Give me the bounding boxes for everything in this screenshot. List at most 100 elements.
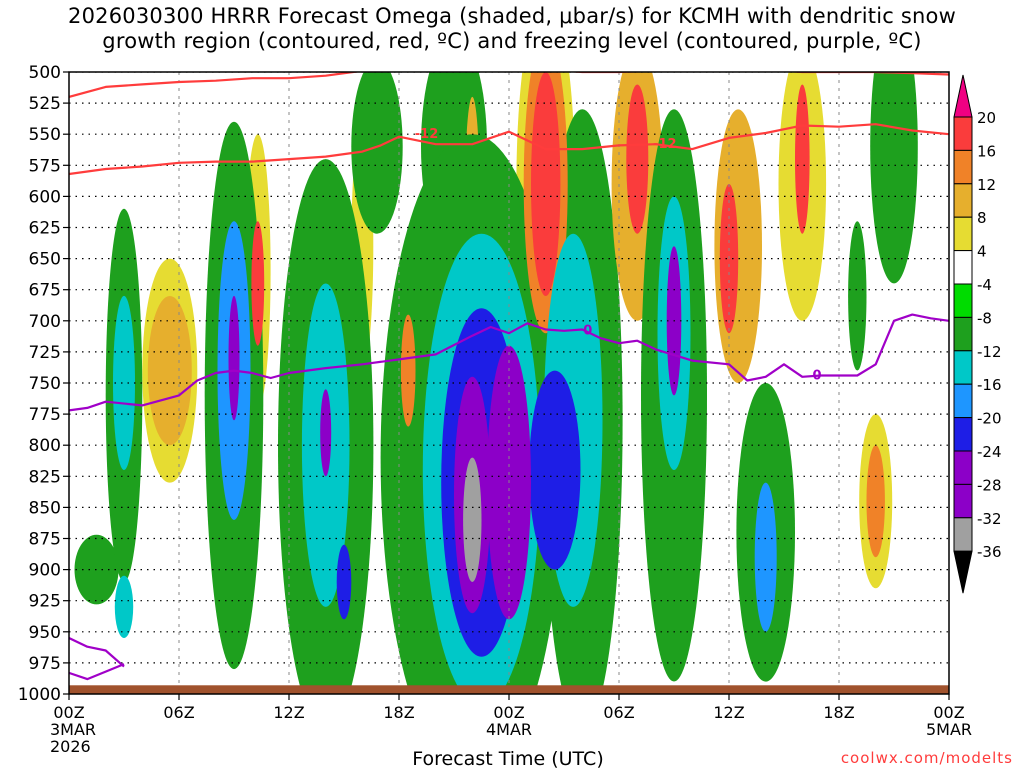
colorbar-segment <box>953 183 973 218</box>
omega-cell <box>113 295 135 471</box>
omega-cell <box>866 445 885 558</box>
omega-cell <box>848 221 867 371</box>
x-tick-label: 18Z <box>383 703 414 722</box>
omega-cell <box>251 221 265 346</box>
colorbar-label: -8 <box>977 309 992 327</box>
omega-cell <box>336 544 352 620</box>
x-tick-label: 12Z <box>273 703 304 722</box>
colorbar-segment <box>953 450 973 485</box>
omega-cell <box>626 84 649 234</box>
colorbar-label: 8 <box>977 209 987 227</box>
omega-shading <box>74 72 918 694</box>
credit-link[interactable]: coolwx.com/modelts <box>841 749 1013 767</box>
title-line-1: 2026030300 HRRR Forecast Omega (shaded, … <box>68 4 956 28</box>
contour-lines: -12 -12 0 0 <box>69 72 949 681</box>
y-tick-label: 525 <box>29 94 61 114</box>
ground-fill <box>69 685 949 694</box>
x-tick-label: 00Z <box>933 703 964 722</box>
y-tick-label: 750 <box>29 374 61 394</box>
colorbar-segment <box>953 483 973 519</box>
colorbar-label: -16 <box>977 376 1002 394</box>
x-tick-label: 12Z <box>713 703 744 722</box>
dendritic-contour-line <box>69 123 949 176</box>
colorbar-label: -4 <box>977 276 992 294</box>
omega-cell <box>400 314 416 427</box>
colorbar-label: -32 <box>977 510 1002 528</box>
omega-cell <box>754 482 777 632</box>
y-tick-label: 550 <box>29 125 61 145</box>
colorbar-segment <box>953 417 973 452</box>
chart-title: 2026030300 HRRR Forecast Omega (shaded, … <box>0 4 1024 54</box>
freezing-level-label: 0 <box>812 368 821 383</box>
x-tick-label: 18Z <box>823 703 854 722</box>
colorbar-segment <box>953 383 973 419</box>
x-tick-label: 5MAR <box>926 720 972 739</box>
x-tick-label: 00Z <box>53 703 84 722</box>
y-tick-label: 975 <box>29 654 61 674</box>
y-tick-label: 500 <box>29 63 61 83</box>
colorbar-label: 20 <box>977 109 996 127</box>
y-tick-label: 950 <box>29 623 61 643</box>
omega-cell <box>463 457 482 582</box>
omega-cell <box>795 84 810 234</box>
x-tick-label: 06Z <box>163 703 194 722</box>
y-tick-label: 675 <box>29 281 61 301</box>
omega-cell <box>320 389 332 477</box>
colorbar-label: 16 <box>977 142 996 160</box>
colorbar-segment <box>953 216 973 252</box>
y-tick-label: 575 <box>29 156 61 176</box>
colorbar-segment <box>953 517 973 552</box>
colorbar-segment <box>953 250 973 285</box>
freezing-level-line <box>69 313 949 412</box>
dendritic-contour-line <box>69 72 949 98</box>
y-tick-label: 925 <box>29 592 61 612</box>
dendritic-contour-label: -12 <box>653 137 677 152</box>
omega-cell <box>114 575 134 639</box>
omega-cell <box>529 370 581 570</box>
colorbar-label: -24 <box>977 443 1002 461</box>
x-tick-label: 4MAR <box>486 720 532 739</box>
ground-surface <box>69 685 949 694</box>
y-tick-label: 775 <box>29 405 61 425</box>
y-tick-label: 650 <box>29 250 61 270</box>
omega-cell <box>351 72 403 234</box>
y-tick-label: 850 <box>29 498 61 518</box>
dendritic-contour-label: -12 <box>415 127 439 142</box>
omega-cell <box>494 383 524 607</box>
y-tick-label: 875 <box>29 530 61 550</box>
colorbar-segment <box>953 350 973 385</box>
y-axis: 500 525 550 575 600 625 650 675 700 725 750 775 800 8… <box>18 63 69 705</box>
y-tick-label: 900 <box>29 561 61 581</box>
y-tick-label: 700 <box>29 312 61 332</box>
omega-cell <box>147 296 192 446</box>
colorbar-label: -12 <box>977 343 1002 361</box>
omega-cell <box>228 295 240 421</box>
colorbar-label: -36 <box>977 543 1002 561</box>
y-tick-label: 825 <box>29 467 61 487</box>
colorbar-label: -20 <box>977 410 1002 428</box>
y-tick-label: 1000 <box>18 685 61 705</box>
colorbar-segment <box>953 316 973 352</box>
x-tick-label: 06Z <box>603 703 634 722</box>
colorbar-label: 4 <box>977 243 987 261</box>
freezing-level-line <box>69 637 125 668</box>
colorbar-label: -28 <box>977 476 1002 494</box>
x-axis-label: Forecast Time (UTC) <box>412 748 603 768</box>
colorbar-label: 12 <box>977 176 996 194</box>
x-tick-label: 00Z <box>493 703 524 722</box>
colorbar-bottom-arrow <box>953 550 973 594</box>
title-line-2: growth region (contoured, red, ºC) and f… <box>102 29 922 53</box>
x-tick-label: 2026 <box>50 737 91 756</box>
y-tick-label: 600 <box>29 187 61 207</box>
y-tick-label: 800 <box>29 436 61 456</box>
x-tick-label: 3MAR <box>50 720 96 739</box>
freezing-level-label: 0 <box>583 324 592 339</box>
colorbar-top-arrow <box>953 74 973 118</box>
y-tick-label: 625 <box>29 219 61 239</box>
colorbar-segment <box>953 116 973 151</box>
y-tick-label: 725 <box>29 343 61 363</box>
plot-area: -12 -12 0 0 <box>69 72 949 694</box>
freezing-level-line <box>69 663 125 681</box>
colorbar-segment <box>953 283 973 318</box>
